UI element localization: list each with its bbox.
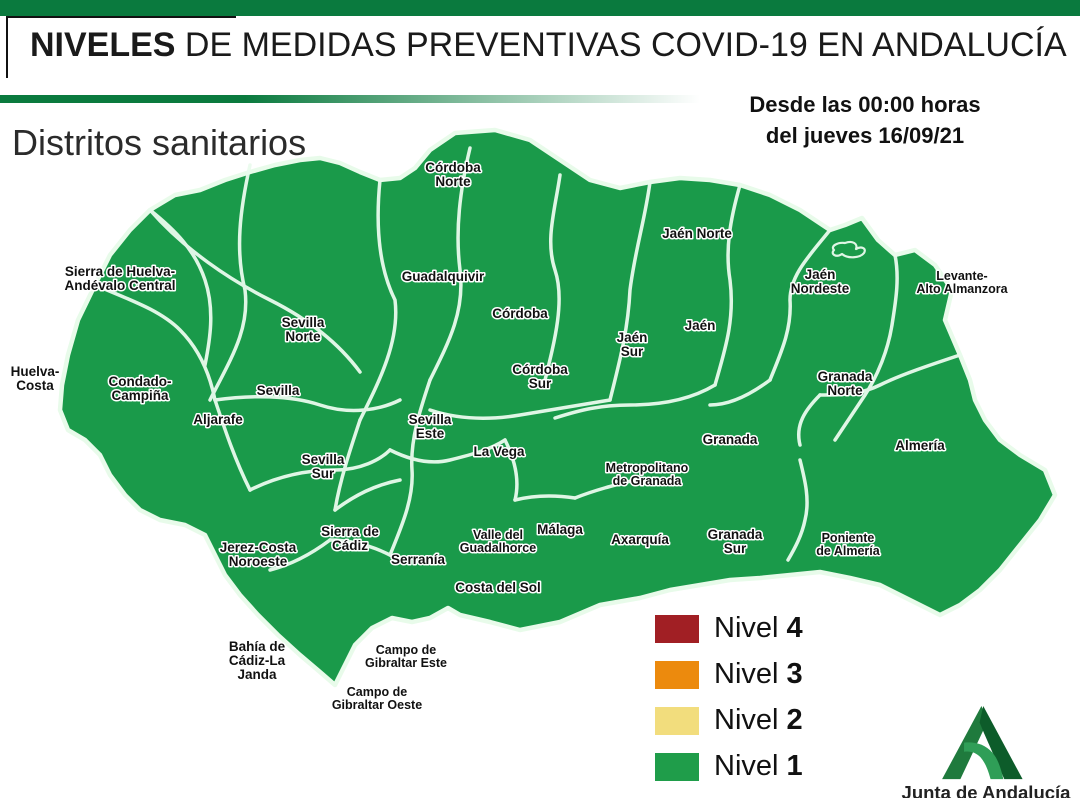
svg-text:Málaga: Málaga	[537, 522, 583, 537]
svg-text:Aljarafe: Aljarafe	[193, 412, 243, 427]
svg-text:Guadalquivir: Guadalquivir	[402, 269, 485, 284]
svg-text:Jaén Norte: Jaén Norte	[662, 226, 732, 241]
svg-text:Granada: Granada	[703, 432, 758, 447]
svg-text:Costa del Sol: Costa del Sol	[455, 580, 541, 595]
svg-text:Axarquía: Axarquía	[611, 532, 669, 547]
svg-text:Almería: Almería	[895, 438, 945, 453]
svg-text:Serranía: Serranía	[391, 552, 446, 567]
svg-text:La Vega: La Vega	[473, 444, 525, 459]
svg-text:Sierra de Huelva-Andévalo Cent: Sierra de Huelva-Andévalo Central	[64, 264, 175, 293]
svg-text:Sevilla: Sevilla	[257, 383, 300, 398]
svg-text:Huelva-Costa: Huelva-Costa	[11, 364, 60, 393]
svg-text:Jaén: Jaén	[685, 318, 716, 333]
svg-text:Córdoba: Córdoba	[492, 306, 548, 321]
svg-text:Condado-Campiña: Condado-Campiña	[109, 374, 172, 403]
